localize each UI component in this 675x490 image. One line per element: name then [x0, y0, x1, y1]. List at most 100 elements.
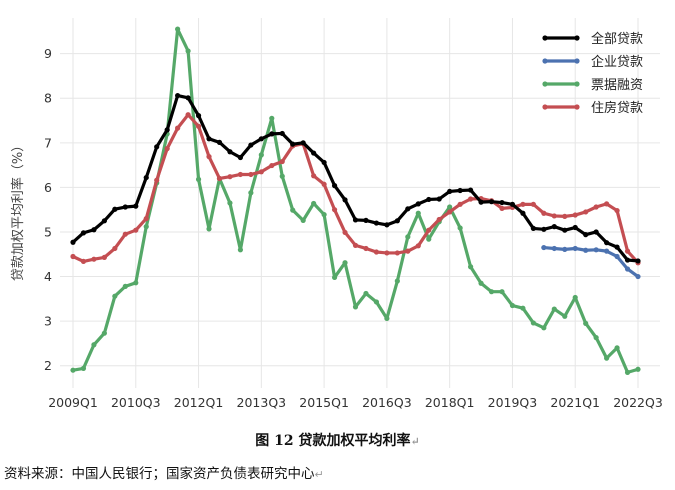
data-point	[426, 236, 432, 242]
data-point	[551, 213, 557, 219]
data-point	[258, 169, 264, 175]
data-point	[457, 225, 463, 231]
data-point	[530, 225, 536, 232]
data-point	[572, 294, 578, 301]
paragraph-mark-icon: ↵	[410, 435, 420, 448]
x-tick-label: 2016Q3	[362, 395, 412, 410]
data-point	[614, 253, 620, 260]
y-tick-label: 4	[44, 269, 52, 284]
data-point	[279, 130, 285, 137]
data-point	[331, 274, 338, 281]
data-point	[593, 204, 599, 210]
data-point	[604, 355, 610, 361]
data-point	[101, 254, 107, 260]
legend-marker	[542, 104, 548, 110]
data-point	[405, 248, 411, 254]
data-point	[624, 248, 631, 254]
data-point	[373, 299, 380, 305]
data-point	[154, 144, 160, 150]
legend-item: 住房贷款	[542, 100, 643, 116]
data-point	[227, 200, 233, 206]
data-point	[562, 227, 568, 233]
data-point	[227, 174, 233, 180]
data-point	[279, 158, 285, 165]
data-point	[604, 201, 610, 207]
data-point	[562, 246, 568, 252]
data-point	[635, 273, 641, 280]
x-tick-label: 2010Q3	[111, 395, 161, 410]
data-point	[311, 150, 317, 156]
data-point	[488, 289, 495, 295]
data-point	[352, 217, 359, 223]
x-tick-label: 2013Q3	[237, 395, 287, 410]
data-point	[133, 203, 139, 209]
data-point	[342, 197, 348, 203]
data-point	[551, 245, 557, 252]
data-point	[80, 365, 87, 371]
data-point	[122, 283, 128, 289]
data-point	[101, 330, 107, 336]
data-point	[624, 257, 631, 263]
data-point	[488, 199, 495, 205]
data-point	[206, 226, 212, 232]
legend-label: 票据融资	[591, 78, 643, 93]
data-point	[237, 154, 244, 161]
data-point	[331, 207, 338, 213]
data-point	[373, 249, 380, 255]
data-point	[604, 248, 610, 254]
data-point	[300, 140, 306, 146]
y-tick-label: 3	[44, 314, 52, 329]
data-point	[133, 227, 139, 233]
data-point	[352, 242, 359, 248]
series-layer	[70, 26, 641, 375]
legend-item: 票据融资	[542, 78, 643, 93]
data-point	[216, 139, 223, 145]
data-point	[248, 171, 254, 178]
data-point	[154, 177, 160, 183]
data-point	[300, 217, 306, 223]
y-tick-label: 2	[44, 358, 52, 373]
series-3	[70, 26, 641, 375]
data-point	[624, 266, 631, 272]
data-point	[499, 289, 505, 295]
data-point	[237, 247, 244, 253]
data-point	[290, 207, 296, 213]
source-note: 资料来源：中国人民银行；国家资产负债表研究中心↵	[4, 462, 324, 482]
data-point	[70, 239, 76, 245]
data-point	[593, 229, 599, 235]
y-tick-label: 9	[44, 46, 52, 61]
data-point	[384, 250, 390, 256]
data-point	[122, 204, 128, 210]
data-point	[164, 146, 170, 152]
data-point	[614, 244, 620, 250]
source-text: 资料来源：中国人民银行；国家资产负债表研究中心	[4, 466, 315, 482]
data-point	[541, 226, 547, 232]
data-point	[436, 216, 442, 223]
data-point	[457, 201, 463, 207]
y-axis-label: 贷款加权平均利率（%）	[10, 139, 26, 281]
series-2	[541, 244, 641, 280]
x-tick-label: 2022Q3	[613, 395, 663, 410]
data-point	[122, 231, 128, 237]
data-point	[70, 367, 76, 373]
data-point	[394, 250, 400, 256]
y-tick-labels: 2 3 4 5 6 7 8 9	[44, 46, 52, 373]
x-tick-label: 2012Q1	[174, 395, 224, 410]
data-point	[248, 142, 254, 148]
data-point	[478, 280, 484, 286]
legend-marker	[574, 58, 580, 64]
y-tick-label: 5	[44, 224, 52, 239]
x-tick-labels: 2009Q1 2010Q3 2012Q1 2013Q3 2015Q1 2016Q3 2018…	[48, 395, 663, 410]
data-point	[143, 224, 149, 230]
x-tick-label: 2019Q3	[488, 395, 538, 410]
data-point	[624, 369, 631, 375]
data-point	[311, 173, 317, 179]
data-point	[583, 232, 589, 238]
legend-marker	[574, 35, 580, 41]
data-point	[70, 253, 76, 260]
legend-item: 全部贷款	[542, 31, 643, 47]
data-point	[541, 244, 547, 251]
data-point	[572, 245, 578, 252]
data-point	[363, 245, 369, 252]
caption-text: 图 12 贷款加权平均利率	[255, 433, 411, 449]
